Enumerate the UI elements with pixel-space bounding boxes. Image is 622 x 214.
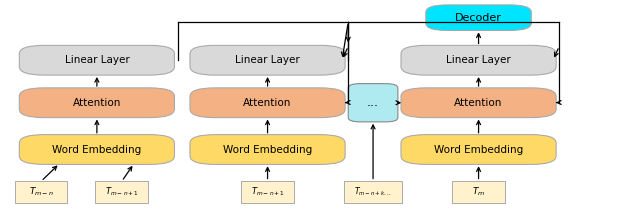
Text: $T_{m-n}$: $T_{m-n}$ bbox=[29, 186, 53, 198]
Bar bbox=[344, 181, 402, 203]
Text: Word Embedding: Word Embedding bbox=[434, 144, 523, 155]
Text: Attention: Attention bbox=[455, 98, 503, 108]
Text: $T_m$: $T_m$ bbox=[472, 186, 485, 198]
Text: Word Embedding: Word Embedding bbox=[223, 144, 312, 155]
Text: Attention: Attention bbox=[73, 98, 121, 108]
FancyBboxPatch shape bbox=[401, 135, 556, 164]
Text: Decoder: Decoder bbox=[455, 13, 502, 23]
Text: Linear Layer: Linear Layer bbox=[446, 55, 511, 65]
Text: Word Embedding: Word Embedding bbox=[52, 144, 142, 155]
FancyBboxPatch shape bbox=[401, 88, 556, 118]
Text: Attention: Attention bbox=[243, 98, 292, 108]
Text: $T_{m-n+k...}$: $T_{m-n+k...}$ bbox=[354, 186, 392, 198]
Bar bbox=[95, 181, 148, 203]
Bar bbox=[15, 181, 67, 203]
Text: Linear Layer: Linear Layer bbox=[65, 55, 129, 65]
Text: $T_{m-n+1}$: $T_{m-n+1}$ bbox=[104, 186, 139, 198]
FancyBboxPatch shape bbox=[19, 45, 174, 75]
FancyBboxPatch shape bbox=[190, 135, 345, 164]
Bar bbox=[452, 181, 505, 203]
Text: $T_{m-n+1}$: $T_{m-n+1}$ bbox=[251, 186, 285, 198]
FancyBboxPatch shape bbox=[401, 45, 556, 75]
Text: Linear Layer: Linear Layer bbox=[235, 55, 300, 65]
FancyBboxPatch shape bbox=[19, 88, 174, 118]
FancyBboxPatch shape bbox=[190, 45, 345, 75]
FancyBboxPatch shape bbox=[348, 84, 398, 122]
Bar bbox=[241, 181, 294, 203]
FancyBboxPatch shape bbox=[426, 5, 531, 31]
FancyBboxPatch shape bbox=[190, 88, 345, 118]
Text: ...: ... bbox=[367, 96, 379, 109]
FancyBboxPatch shape bbox=[19, 135, 174, 164]
